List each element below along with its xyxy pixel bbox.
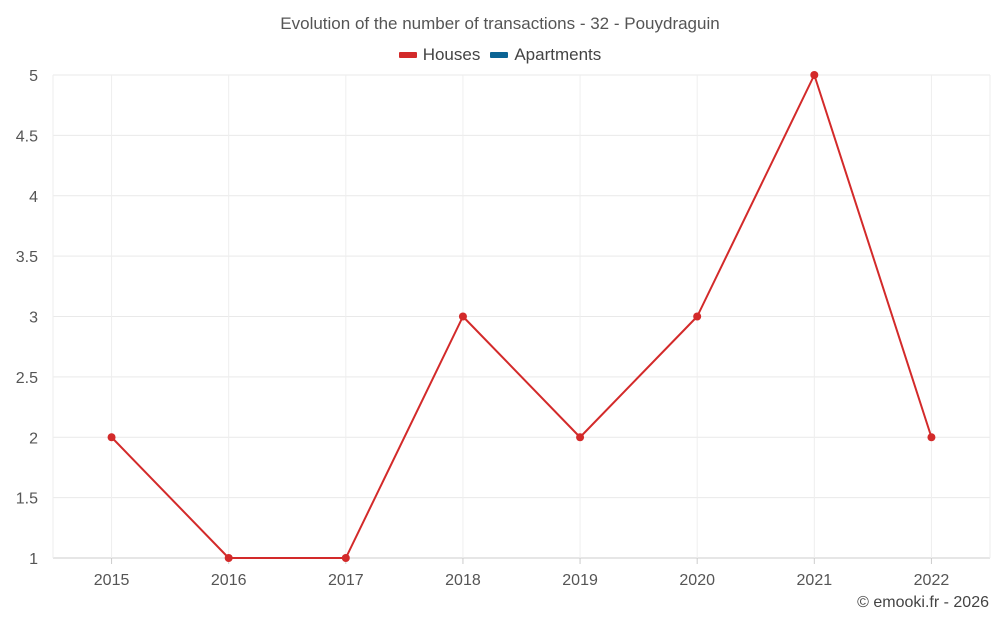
- legend-label-houses: Houses: [422, 45, 481, 64]
- data-point-houses: [224, 554, 233, 562]
- x-tick-label: 2022: [914, 572, 950, 589]
- data-point-houses: [576, 433, 585, 442]
- data-point-houses: [458, 312, 467, 321]
- x-tick-label: 2017: [328, 572, 364, 589]
- x-tick-label: 2018: [445, 572, 481, 589]
- y-tick-label: 4.5: [16, 128, 38, 145]
- legend-swatch-apartments: [490, 52, 509, 58]
- legend: Houses Apartments: [0, 45, 1000, 65]
- x-tick-label: 2015: [94, 572, 130, 589]
- y-tick-label: 1.5: [16, 491, 38, 508]
- legend-item-apartments[interactable]: Apartments: [490, 45, 601, 65]
- x-tick-label: 2020: [679, 572, 715, 589]
- legend-label-apartments: Apartments: [514, 45, 602, 64]
- data-point-houses: [927, 433, 936, 442]
- x-tick-label: 2016: [211, 572, 247, 589]
- y-tick-label: 5: [29, 68, 38, 85]
- data-point-houses: [810, 71, 819, 79]
- x-tick-label: 2019: [562, 572, 598, 589]
- y-tick-label: 2: [29, 430, 38, 447]
- data-point-houses: [341, 554, 350, 562]
- y-tick-label: 4: [29, 189, 38, 206]
- x-tick-label: 2021: [797, 572, 833, 589]
- data-point-houses: [107, 433, 116, 442]
- credit-text: © emooki.fr - 2026: [857, 594, 989, 611]
- y-tick-label: 3: [29, 310, 38, 327]
- series-line-houses: [110, 74, 933, 559]
- legend-swatch-houses: [398, 52, 417, 58]
- y-tick-label: 1: [29, 551, 38, 568]
- legend-item-houses[interactable]: Houses: [398, 45, 481, 65]
- data-point-houses: [693, 312, 702, 321]
- y-tick-label: 2.5: [16, 370, 38, 387]
- y-tick-label: 3.5: [16, 249, 38, 266]
- chart-title: Evolution of the number of transactions …: [280, 14, 720, 33]
